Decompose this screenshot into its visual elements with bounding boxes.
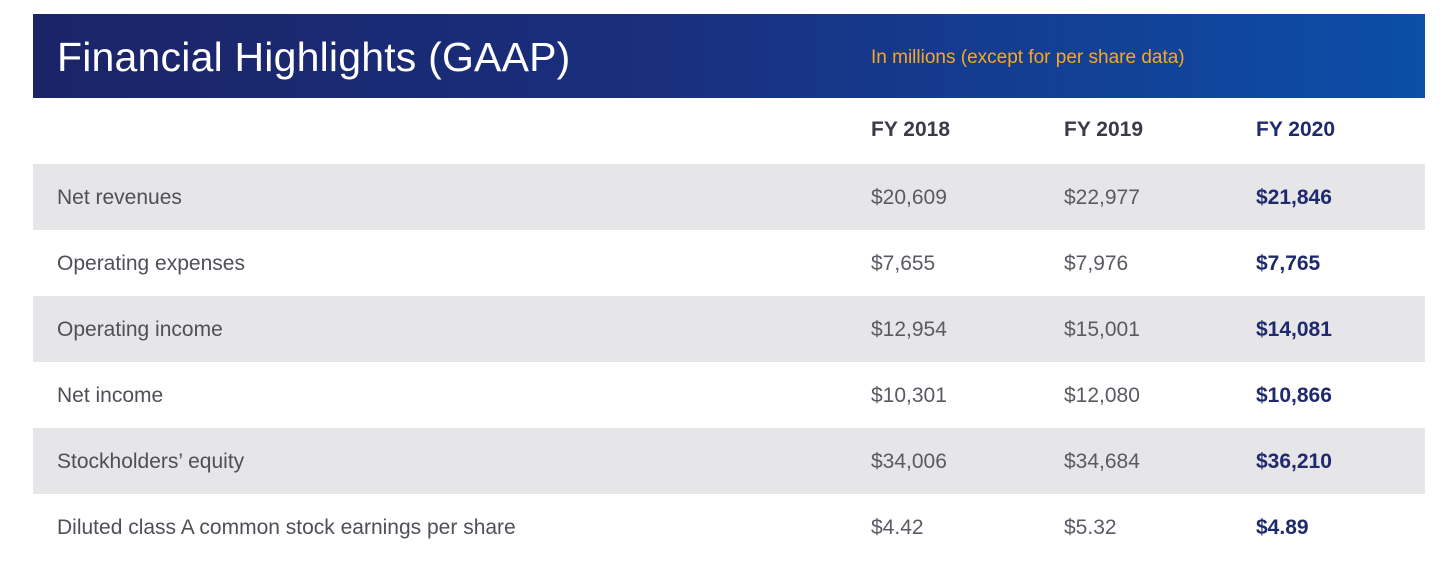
column-header-fy2020: FY 2020 [1256, 118, 1336, 141]
units-note: In millions (except for per share data) [871, 47, 1185, 68]
cell-fy2020: $10,866 [1256, 384, 1332, 407]
table-row: Net revenues $20,609 $22,977 $21,846 [33, 164, 1425, 230]
cell-fy2018: $12,954 [871, 318, 947, 341]
cell-fy2019: $22,977 [1064, 186, 1140, 209]
cell-fy2020: $21,846 [1256, 186, 1332, 209]
cell-fy2020: $7,765 [1256, 252, 1321, 275]
cell-fy2018: $4.42 [871, 516, 924, 539]
column-headers: FY 2018 FY 2019 FY 2020 [33, 98, 1425, 164]
row-label: Stockholders’ equity [57, 450, 245, 473]
table-header-banner: Financial Highlights (GAAP) In millions … [33, 14, 1425, 98]
cell-fy2020: $4.89 [1256, 516, 1309, 539]
column-header-fy2018: FY 2018 [871, 118, 951, 141]
row-label: Diluted class A common stock earnings pe… [57, 516, 516, 539]
cell-fy2019: $7,976 [1064, 252, 1129, 275]
row-label: Net income [57, 384, 164, 407]
table-row: Stockholders’ equity $34,006 $34,684 $36… [33, 428, 1425, 494]
row-label: Operating income [57, 318, 223, 341]
cell-fy2018: $10,301 [871, 384, 947, 407]
cell-fy2018: $7,655 [871, 252, 936, 275]
cell-fy2020: $14,081 [1256, 318, 1332, 341]
row-label: Operating expenses [57, 252, 245, 275]
table-row: Operating income $12,954 $15,001 $14,081 [33, 296, 1425, 362]
cell-fy2019: $5.32 [1064, 516, 1117, 539]
column-header-fy2019: FY 2019 [1064, 118, 1144, 141]
table-row: Net income $10,301 $12,080 $10,866 [33, 362, 1425, 428]
cell-fy2018: $20,609 [871, 186, 947, 209]
cell-fy2020: $36,210 [1256, 450, 1332, 473]
table-row: Diluted class A common stock earnings pe… [33, 494, 1425, 560]
cell-fy2019: $15,001 [1064, 318, 1140, 341]
cell-fy2018: $34,006 [871, 450, 947, 473]
row-label: Net revenues [57, 186, 182, 209]
cell-fy2019: $12,080 [1064, 384, 1140, 407]
table-row: Operating expenses $7,655 $7,976 $7,765 [33, 230, 1425, 296]
cell-fy2019: $34,684 [1064, 450, 1140, 473]
financial-highlights-table: Financial Highlights (GAAP) In millions … [33, 14, 1425, 560]
page-title: Financial Highlights (GAAP) [57, 34, 571, 80]
